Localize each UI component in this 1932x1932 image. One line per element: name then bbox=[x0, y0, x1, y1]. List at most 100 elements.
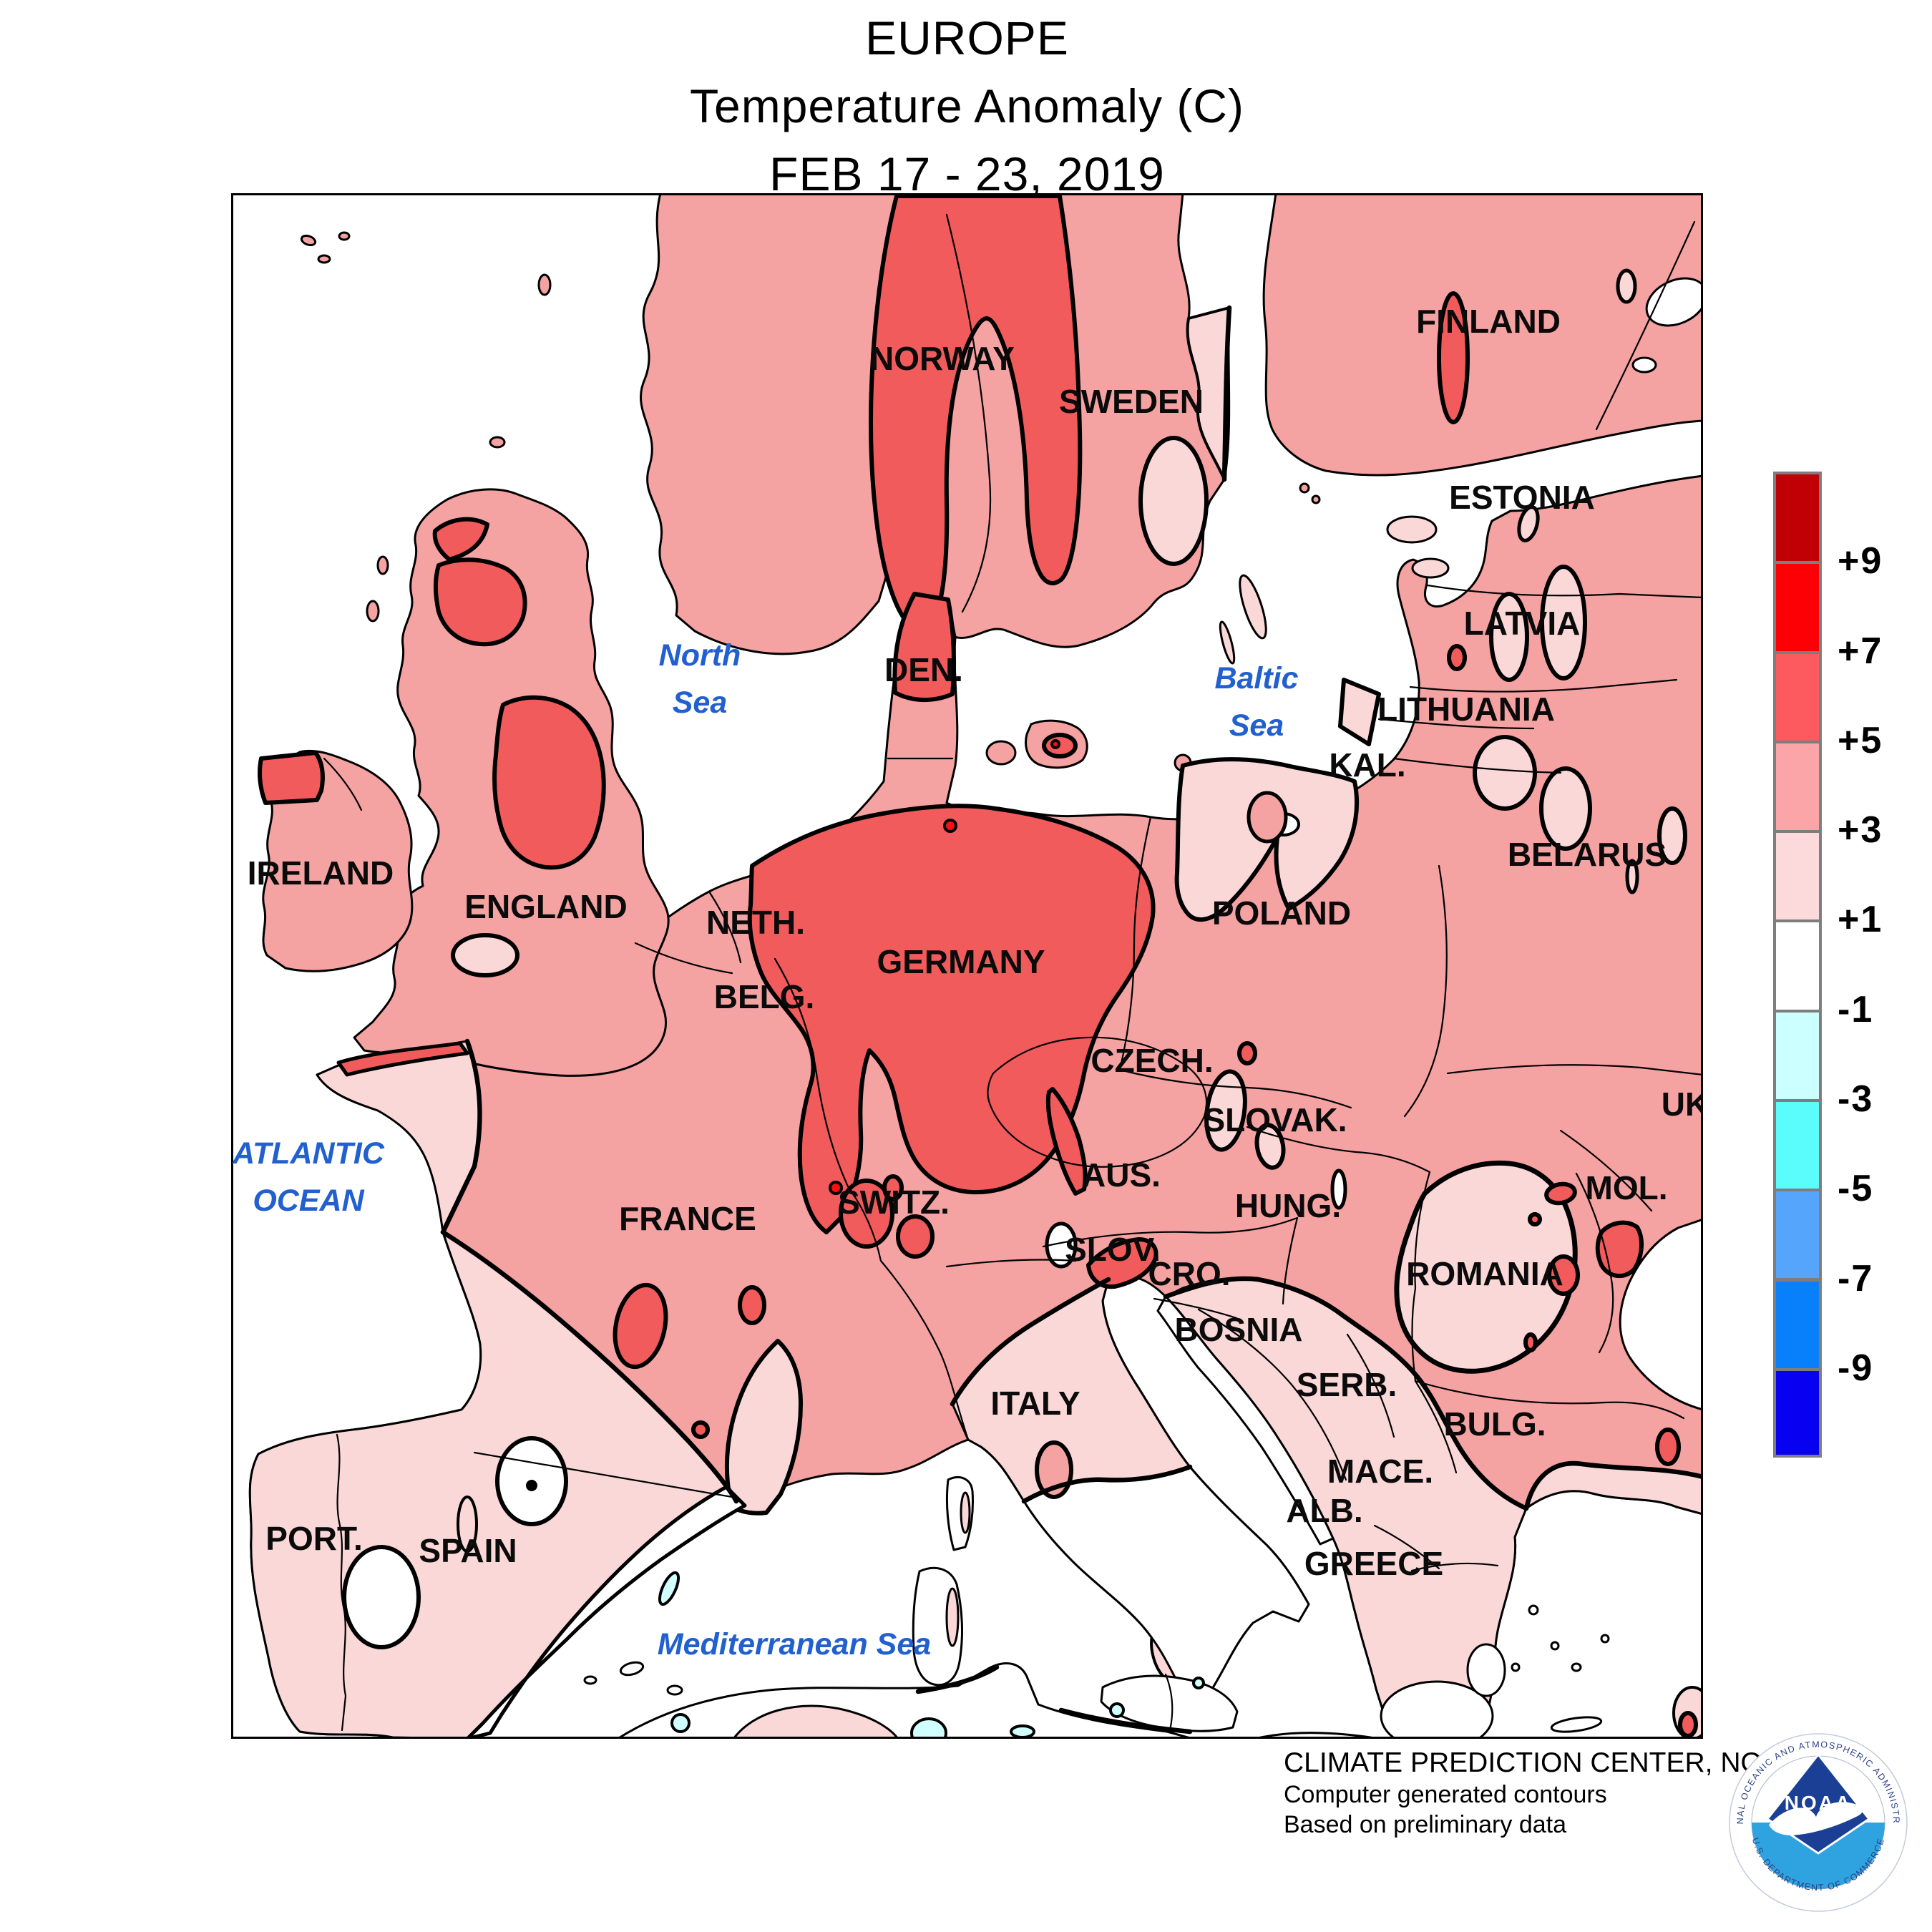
land-ireland bbox=[262, 749, 414, 972]
p1-estonia-dot bbox=[1517, 505, 1540, 542]
noaa-logo: NOAA NATIONAL OCEANIC AND ATMOSPHERIC AD… bbox=[1723, 1724, 1909, 1913]
country-label-hung: HUNG. bbox=[1235, 1187, 1341, 1224]
island-hebrides-1 bbox=[376, 555, 389, 575]
p1-oland bbox=[1219, 620, 1236, 665]
country-label-poland: POLAND bbox=[1212, 894, 1351, 932]
country-label-romania: ROMANIA bbox=[1406, 1255, 1563, 1292]
country-label-kal: KAL. bbox=[1329, 746, 1405, 784]
sea-label-mediterranean-sea: Mediterranean Sea bbox=[658, 1627, 931, 1662]
legend-tick-+1: +1 bbox=[1838, 899, 1883, 941]
p3-romania-dot-2 bbox=[1523, 1332, 1538, 1352]
p1-latvia-oval-2 bbox=[1540, 565, 1587, 680]
country-label-mace: MACE. bbox=[1327, 1453, 1433, 1490]
p2-pyrenees-dot bbox=[526, 1480, 537, 1491]
p1-rhone-valley bbox=[724, 1339, 803, 1516]
p3-romania-spot-1 bbox=[1544, 1181, 1577, 1206]
legend-tick--5: -5 bbox=[1838, 1168, 1874, 1210]
p3-austria-blob bbox=[1086, 1237, 1158, 1289]
country-label-greece: GREECE bbox=[1304, 1545, 1443, 1582]
island-ibiza bbox=[583, 1675, 597, 1685]
white-attica bbox=[1466, 1643, 1506, 1697]
p1-spain-sliver bbox=[457, 1496, 478, 1553]
p1-saaremaa-1 bbox=[1386, 515, 1438, 544]
credit-data-note: Based on preliminary data bbox=[1284, 1811, 1567, 1838]
anomaly-minus1-layer bbox=[658, 1571, 1205, 1739]
p3-switzerland-blob-2 bbox=[896, 1214, 935, 1259]
p3-scotland-main bbox=[433, 557, 527, 647]
p3-ireland-rect bbox=[258, 751, 325, 805]
cyan-mediterranean-blob bbox=[910, 1717, 947, 1739]
legend-box-6 bbox=[1773, 1009, 1822, 1102]
map-date-range: FEB 17 - 23, 2019 bbox=[769, 147, 1165, 200]
p2-gdansk-oval bbox=[1246, 791, 1288, 844]
island-sicily bbox=[1100, 1674, 1239, 1732]
island-aegean-2 bbox=[1550, 1641, 1560, 1651]
credit-agency: CLIMATE PREDICTION CENTER, NOAA bbox=[1284, 1747, 1800, 1778]
p4-zealand-dot bbox=[1050, 739, 1060, 749]
country-label-bosnia: BOSNIA bbox=[1175, 1311, 1303, 1348]
white-adriatic-coast-strip bbox=[1156, 1295, 1335, 1546]
p1-lithuania-oval bbox=[1473, 735, 1537, 811]
country-label-switz: SWITZ. bbox=[838, 1184, 950, 1221]
noaa-seal: NOAA NATIONAL OCEANIC AND ATMOSPHERIC AD… bbox=[1723, 1724, 1908, 1912]
cyan-valencia bbox=[658, 1571, 680, 1606]
sea-label-baltic-sea-2: Sea bbox=[1229, 708, 1284, 743]
island-aegean-5 bbox=[1600, 1634, 1610, 1644]
p3-poland-dot bbox=[1237, 1041, 1257, 1065]
p3-switzerland-blob-3 bbox=[882, 1174, 904, 1201]
p3-czech-sliver bbox=[1045, 1087, 1088, 1196]
p3-romania-spot-2 bbox=[1547, 1254, 1580, 1296]
map-variable-title: Temperature Anomaly (C) bbox=[690, 79, 1244, 132]
island-aland-1 bbox=[1299, 482, 1310, 494]
legend-tick-+5: +5 bbox=[1838, 719, 1883, 761]
sea-label-atlantic-ocean-2: OCEAN bbox=[253, 1184, 364, 1218]
white-russia-lake-1 bbox=[1645, 277, 1703, 327]
country-label-england: ENGLAND bbox=[464, 888, 627, 925]
cyan-africa-2 bbox=[1010, 1724, 1035, 1739]
island-aland-2 bbox=[1311, 494, 1321, 504]
p3-north-england bbox=[492, 695, 606, 870]
anomaly-plus7-layer bbox=[829, 739, 1060, 1195]
country-label-finland: FINLAND bbox=[1416, 303, 1561, 340]
country-borders bbox=[323, 213, 1703, 1732]
legend-boxes bbox=[1773, 472, 1822, 1458]
p3-denmark-north bbox=[892, 592, 956, 702]
island-faroe-2 bbox=[317, 254, 331, 264]
country-label-spain: SPAIN bbox=[419, 1532, 517, 1569]
p1-belarus-oval-1 bbox=[1539, 766, 1592, 851]
country-label-ireland: IRELAND bbox=[248, 854, 394, 892]
island-hebrides-2 bbox=[366, 600, 380, 623]
legend-box-1 bbox=[1773, 561, 1822, 654]
island-orkney bbox=[489, 436, 506, 449]
land-finland bbox=[1262, 193, 1703, 477]
p3-finland-oval bbox=[1437, 291, 1470, 424]
country-label-belg: BELG. bbox=[714, 978, 815, 1015]
sea-label-north-sea-2: Sea bbox=[673, 686, 728, 720]
p3-france-small bbox=[738, 1285, 766, 1325]
country-label-port: PORT. bbox=[265, 1520, 362, 1557]
country-label-italy: ITALY bbox=[990, 1385, 1080, 1422]
legend-tick-+9: +9 bbox=[1838, 540, 1883, 582]
anomaly-plus5-layer bbox=[258, 194, 1698, 1738]
sea-label-atlantic-ocean-1: ATLANTIC bbox=[232, 1136, 385, 1171]
country-label-alb: ALB. bbox=[1286, 1492, 1362, 1529]
p3-switzerland-blob-1 bbox=[839, 1179, 894, 1249]
country-label-france: FRANCE bbox=[619, 1200, 756, 1237]
country-label-germany: GERMANY bbox=[877, 943, 1045, 980]
cyan-sicily-west bbox=[1109, 1702, 1125, 1718]
seal-ocean bbox=[1752, 1823, 1885, 1889]
country-label-mol: MOL. bbox=[1586, 1169, 1668, 1206]
country-label-bulg: BULG. bbox=[1443, 1405, 1546, 1443]
legend-tick--1: -1 bbox=[1838, 988, 1874, 1030]
p3-france-massif bbox=[613, 1282, 668, 1370]
country-label-slov: SLOV. bbox=[1065, 1231, 1161, 1268]
p1-gotland bbox=[1239, 574, 1267, 640]
p1-karelia-dot bbox=[1616, 268, 1637, 304]
country-label-serb: SERB. bbox=[1297, 1366, 1397, 1403]
color-scale-legend: +9 +7 +5 +3 +1 -1 -3 -5 -7 -9 bbox=[1773, 472, 1932, 1458]
island-faroe-3 bbox=[338, 231, 351, 241]
map-region-title: EUROPE bbox=[865, 11, 1069, 64]
p1-north-africa-patch bbox=[732, 1704, 899, 1739]
country-label-czech: CZECH. bbox=[1091, 1042, 1213, 1079]
